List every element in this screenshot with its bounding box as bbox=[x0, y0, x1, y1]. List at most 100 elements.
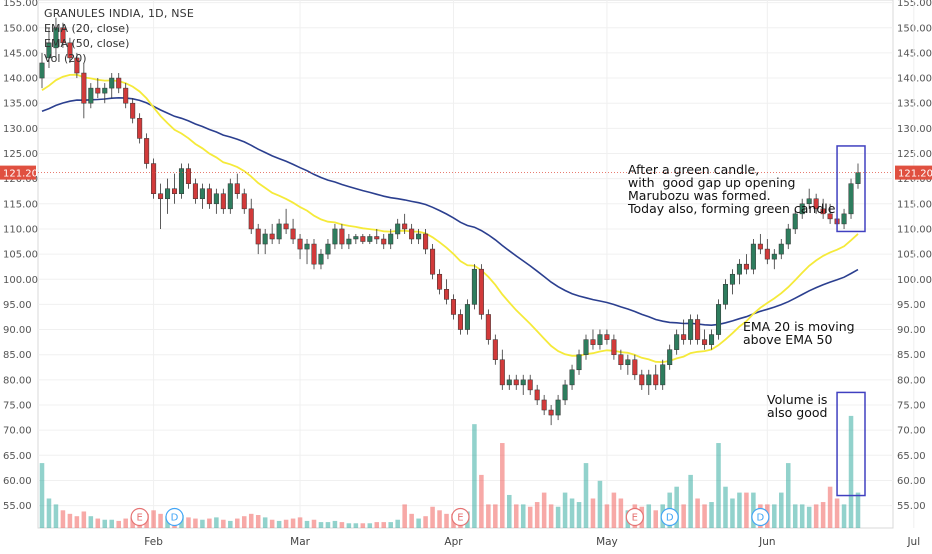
volume-bar bbox=[283, 519, 289, 528]
candle-body bbox=[123, 87, 129, 104]
price-tag-left-label: 121.20 bbox=[3, 169, 38, 180]
candle-body bbox=[450, 299, 457, 315]
volume-bar bbox=[611, 492, 617, 528]
volume-bar bbox=[534, 502, 540, 528]
candle-body bbox=[430, 248, 436, 275]
candle-body bbox=[402, 223, 408, 230]
volume-bar bbox=[486, 504, 491, 528]
candle-body bbox=[841, 213, 847, 225]
candle-body bbox=[185, 168, 191, 184]
volume-bar bbox=[576, 502, 582, 528]
volume-bar bbox=[228, 520, 233, 528]
y-tick-label-left: 65.00 bbox=[3, 451, 32, 462]
volume-bar bbox=[744, 492, 749, 528]
volume-bar bbox=[360, 523, 366, 528]
volume-bar bbox=[716, 443, 721, 528]
candle-body bbox=[220, 193, 226, 210]
candle-body bbox=[339, 228, 345, 245]
y-tick-label-left: 110.00 bbox=[3, 224, 38, 235]
candle-body bbox=[639, 374, 645, 386]
candle-body bbox=[604, 334, 610, 340]
candle-body bbox=[199, 188, 205, 200]
y-tick-label-left: 95.00 bbox=[3, 300, 32, 311]
candle-body bbox=[457, 314, 463, 330]
candle-body bbox=[799, 203, 805, 215]
candle-body bbox=[534, 389, 540, 401]
y-tick-label-left: 145.00 bbox=[3, 48, 38, 59]
volume-bar bbox=[597, 480, 603, 528]
volume-bar bbox=[806, 506, 812, 528]
volume-bar bbox=[60, 510, 66, 528]
candle-body bbox=[492, 339, 498, 360]
candle-body bbox=[688, 319, 694, 340]
volume-bar bbox=[848, 415, 854, 528]
candle-body bbox=[499, 359, 505, 386]
volume-bar bbox=[409, 513, 414, 528]
x-tick-label: Feb bbox=[144, 536, 163, 548]
candle-body bbox=[416, 233, 422, 240]
y-tick-label-left: 140.00 bbox=[3, 74, 38, 85]
volume-bar bbox=[520, 504, 526, 528]
volume-bar bbox=[737, 492, 742, 528]
volume-bar bbox=[785, 463, 791, 528]
volume-bar bbox=[200, 519, 205, 528]
candle-body bbox=[778, 243, 784, 255]
price-tag-right-label: 121.20 bbox=[898, 169, 932, 180]
candle-body bbox=[353, 236, 359, 240]
candle-body bbox=[722, 284, 729, 305]
candle-body bbox=[95, 87, 101, 94]
volume-bar bbox=[158, 513, 163, 528]
volume-bar bbox=[437, 510, 442, 528]
volume-bar bbox=[276, 520, 282, 528]
volume-bar bbox=[74, 516, 80, 528]
candle-body bbox=[276, 223, 282, 240]
candle-body bbox=[541, 399, 547, 411]
candle-body bbox=[478, 268, 484, 315]
volume-bar bbox=[653, 510, 659, 528]
candle-body bbox=[290, 228, 296, 240]
candle-body bbox=[81, 72, 87, 104]
volume-bar bbox=[88, 516, 94, 528]
candle-body bbox=[325, 243, 331, 255]
candle-body bbox=[646, 374, 652, 386]
indicator-ema50: EMA (50, close) bbox=[44, 37, 130, 50]
earnings-marker bbox=[625, 507, 644, 527]
candle-body bbox=[471, 268, 477, 305]
volume-bar bbox=[820, 502, 826, 528]
candle-body bbox=[848, 183, 854, 215]
candle-body bbox=[792, 213, 798, 230]
volume-bar bbox=[590, 498, 596, 528]
y-tick-label-right: 130.00 bbox=[897, 124, 932, 135]
volume-bar bbox=[681, 504, 686, 528]
candle-body bbox=[771, 253, 777, 260]
volume-bar bbox=[416, 518, 421, 528]
earnings-marker-label: E bbox=[457, 513, 463, 524]
candle-body bbox=[660, 364, 666, 386]
candle-body bbox=[332, 228, 338, 245]
volume-bar bbox=[95, 518, 101, 528]
candle-body bbox=[381, 238, 387, 245]
volume-bar bbox=[290, 518, 296, 528]
volume-bar bbox=[702, 504, 707, 528]
dividend-marker-label: D bbox=[666, 513, 674, 524]
volume-bar bbox=[799, 504, 805, 528]
x-tick-label: Jul bbox=[906, 536, 920, 548]
y-tick-label-right: 150.00 bbox=[897, 23, 932, 34]
y-tick-label-left: 125.00 bbox=[3, 149, 38, 160]
candle-body bbox=[813, 198, 819, 210]
volume-bar bbox=[193, 518, 198, 528]
candle-body bbox=[74, 57, 80, 74]
volume-bar bbox=[297, 517, 303, 528]
y-tick-label-right: 110.00 bbox=[897, 224, 932, 235]
x-tick-label: Jun bbox=[758, 536, 775, 548]
y-tick-label-left: 80.00 bbox=[3, 375, 32, 386]
candle-body bbox=[346, 238, 352, 245]
candle-body bbox=[318, 253, 324, 265]
candle-body bbox=[151, 163, 157, 194]
candle-body bbox=[88, 87, 94, 104]
y-tick-label-left: 90.00 bbox=[3, 325, 32, 336]
y-tick-label-right: 155.00 bbox=[897, 0, 932, 9]
candle-body bbox=[443, 289, 450, 300]
